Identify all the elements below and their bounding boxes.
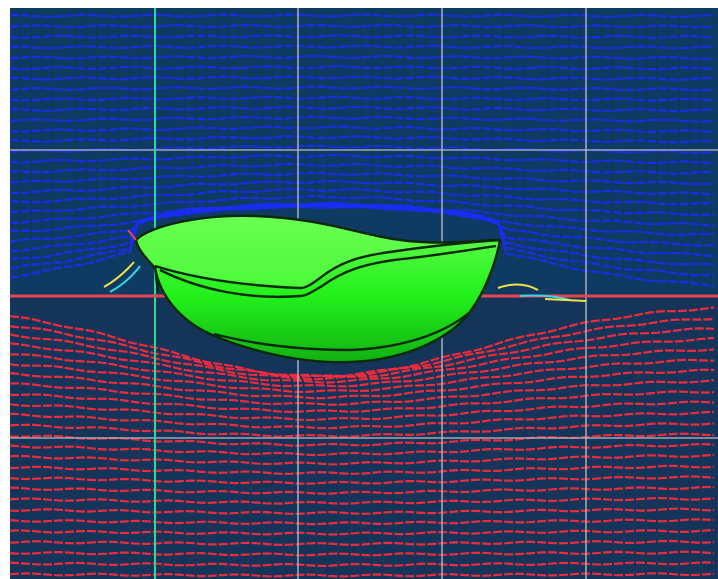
water-streamline	[9, 464, 715, 475]
air-streamline	[9, 203, 715, 258]
air-streamline	[9, 202, 715, 288]
hull-bow-tip	[127, 229, 137, 241]
air-streamline	[9, 135, 715, 144]
air-streamline	[9, 180, 715, 196]
water-streamline	[9, 485, 715, 495]
air-streamline	[9, 153, 715, 165]
wake-spray	[103, 261, 587, 302]
water-streamline	[9, 453, 715, 466]
air-streamline	[10, 187, 715, 206]
air-streamline	[9, 162, 715, 175]
water-streamline	[9, 336, 715, 384]
air-streamline	[9, 54, 715, 60]
water-streamline	[9, 379, 715, 406]
air-streamline	[9, 85, 715, 92]
water-streamline	[9, 306, 715, 378]
hull-transom-edge	[153, 265, 160, 293]
water-streamline	[10, 390, 715, 414]
water-streamline	[9, 400, 715, 422]
water-streamline	[9, 327, 715, 381]
water-streamline	[9, 368, 715, 400]
air-streamline	[9, 125, 715, 134]
water-streamline	[9, 475, 715, 485]
air-streamline	[9, 204, 715, 247]
air-streamline	[9, 115, 715, 123]
hull-keel-line	[213, 311, 471, 352]
water-streamline	[9, 529, 715, 536]
hull-chine-line	[159, 244, 497, 299]
air-streamline	[9, 34, 715, 39]
water-streamline	[9, 317, 715, 378]
air-streamline	[9, 194, 715, 217]
water-streamline	[9, 539, 715, 547]
water-streamline	[9, 561, 715, 568]
air-streamline	[10, 75, 714, 81]
planing-hull-icon[interactable]	[127, 214, 502, 364]
water-streamline	[9, 422, 715, 438]
water-streamline	[9, 348, 715, 388]
air-streamline	[9, 65, 715, 71]
water-streamline	[9, 443, 715, 457]
air-streamline	[10, 44, 715, 50]
water-streamline	[9, 507, 715, 515]
water-streamline	[9, 496, 715, 505]
bow-spray-streak	[109, 265, 141, 293]
air-streamline	[10, 13, 715, 18]
hull-deck	[136, 215, 500, 288]
water-streamline	[9, 550, 715, 557]
air-streamline	[9, 95, 715, 102]
water-streamline	[9, 572, 715, 578]
water-streamline	[9, 358, 715, 394]
air-streamline	[9, 105, 714, 113]
hull-sheer-line	[154, 238, 501, 290]
air-streamline	[9, 171, 715, 186]
stern-wake-streak	[497, 283, 539, 291]
water-streamline	[9, 410, 715, 430]
bow-spray-streak	[103, 261, 135, 288]
water-streamlines	[9, 306, 715, 578]
stern-wake-streak	[544, 298, 587, 302]
air-streamline	[9, 23, 715, 29]
hull-outline	[134, 214, 502, 364]
water-streamline	[9, 518, 715, 526]
